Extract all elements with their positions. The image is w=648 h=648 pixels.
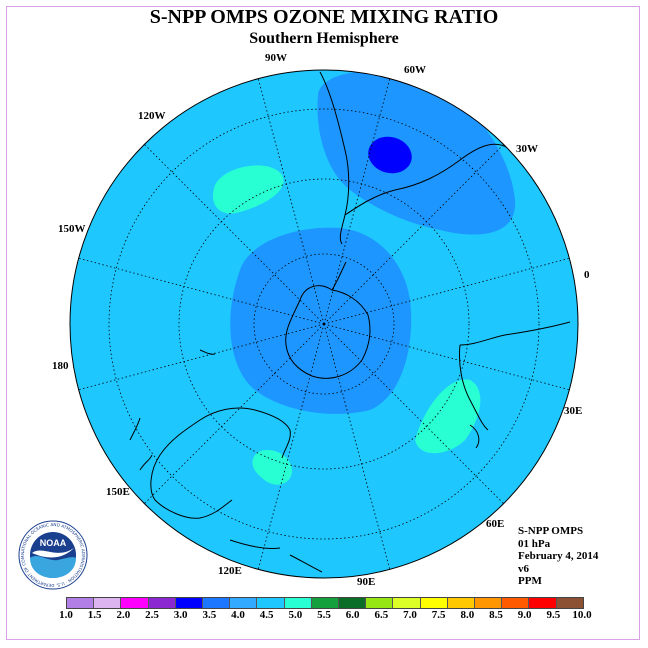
colorbar-tick-label: 1.5 — [87, 609, 102, 621]
info-instrument: S-NPP OMPS — [518, 525, 584, 537]
lon-label-60e: 60E — [486, 518, 505, 530]
info-units: PPM — [518, 575, 542, 587]
colorbar-tick-label: 3.0 — [173, 609, 188, 621]
lon-label-150w: 150W — [58, 223, 86, 235]
colorbar-swatch — [311, 598, 340, 608]
colorbar-swatch — [121, 598, 149, 608]
colorbar-tick-label: 9.5 — [546, 609, 561, 621]
colorbar-tick-label: 10.0 — [572, 609, 592, 621]
colorbar-swatch — [447, 598, 476, 608]
colorbar-swatch — [67, 598, 95, 608]
map-boundary — [69, 69, 579, 579]
colorbar-swatch — [556, 598, 583, 608]
coast-antarctic-peninsula — [331, 261, 347, 291]
colorbar-swatch — [529, 598, 557, 608]
colorbar-tick-label: 4.0 — [231, 609, 245, 621]
colorbar-swatch — [94, 598, 122, 608]
colorbar-tick-label: 8.0 — [460, 609, 475, 621]
colorbar-swatch — [339, 598, 367, 608]
lon-label-120e: 120E — [218, 565, 242, 577]
colorbar-tick-label: 6.5 — [374, 609, 389, 621]
lon-label-150e: 150E — [106, 486, 130, 498]
colorbar-tick-label: 7.5 — [431, 609, 446, 621]
coast-australia — [150, 407, 291, 519]
colorbar-swatch — [420, 598, 448, 608]
lat-circle-3 — [108, 108, 540, 540]
lat-circle-2 — [178, 178, 470, 470]
lat-circle-1 — [253, 253, 395, 395]
colorbar-swatch — [203, 598, 231, 608]
coast-small-island — [199, 349, 216, 355]
lon-label-120w: 120W — [138, 110, 166, 122]
lon-label-60w: 60W — [404, 64, 426, 76]
colorbar-swatch — [284, 598, 312, 608]
colorbar-tick-label: 2.5 — [145, 609, 159, 621]
contour-4-5-b — [415, 379, 481, 454]
coast-new-zealand — [129, 417, 153, 471]
coast-indonesia — [229, 539, 323, 573]
colorbar-swatch — [257, 598, 285, 608]
info-level: 01 hPa — [518, 537, 551, 550]
colorbar-swatch — [230, 598, 258, 608]
contour-3-0 — [368, 136, 412, 174]
lon-label-90w: 90W — [265, 52, 287, 64]
noaa-logo: NATIONAL OCEANIC AND ATMOSPHERIC ADMINIS… — [18, 520, 88, 590]
colorbar-tick-label: 8.5 — [489, 609, 503, 621]
lon-label-30e: 30E — [564, 405, 583, 417]
lon-label-90e: 90E — [357, 576, 376, 588]
coast-madagascar — [469, 424, 480, 449]
colorbar-tick-label: 1.0 — [59, 609, 73, 621]
colorbar — [66, 597, 584, 609]
contour-4-5-a — [212, 165, 284, 214]
colorbar-tick-label: 2.0 — [116, 609, 131, 621]
colorbar-swatch — [502, 598, 530, 608]
colorbar-tick-label: 7.0 — [403, 609, 417, 621]
logo-bird — [32, 548, 74, 558]
lon-label-30w: 30W — [516, 143, 538, 155]
colorbar-swatch — [148, 598, 176, 608]
colorbar-swatch — [175, 598, 204, 608]
colorbar-swatch — [475, 598, 503, 608]
map-title: S-NPP OMPS OZONE MIXING RATIO — [149, 6, 499, 28]
map-subtitle: Southern Hemisphere — [249, 30, 399, 47]
colorbar-tick-label: 4.5 — [259, 609, 274, 621]
lon-label-180: 180 — [52, 360, 69, 372]
colorbar-tick-label: 6.0 — [345, 609, 360, 621]
contour-4-5-c — [252, 450, 292, 485]
colorbar-tick-label: 9.0 — [517, 609, 532, 621]
info-block: S-NPP OMPS 01 hPa February 4, 2014 v6 PP… — [518, 525, 598, 588]
colorbar-swatch — [366, 598, 394, 608]
colorbar-tick-label: 3.5 — [202, 609, 217, 621]
colorbar-tick-label: 5.0 — [288, 609, 303, 621]
coast-africa — [459, 321, 571, 431]
colorbar-ticks: 1.0 1.5 2.0 2.5 3.0 3.5 4.0 4.5 5.0 5.5 6.0 6.5 7.0 7… — [51, 609, 597, 623]
lon-label-0: 0 — [584, 269, 590, 281]
figure-frame — [6, 6, 640, 640]
colorbar-tick-label: 5.5 — [317, 609, 331, 621]
logo-text: NOAA — [40, 538, 67, 548]
info-date: February 4, 2014 — [518, 550, 599, 562]
colorbar-swatch — [393, 598, 421, 608]
logo-water — [30, 556, 76, 578]
info-version: v6 — [518, 562, 529, 575]
